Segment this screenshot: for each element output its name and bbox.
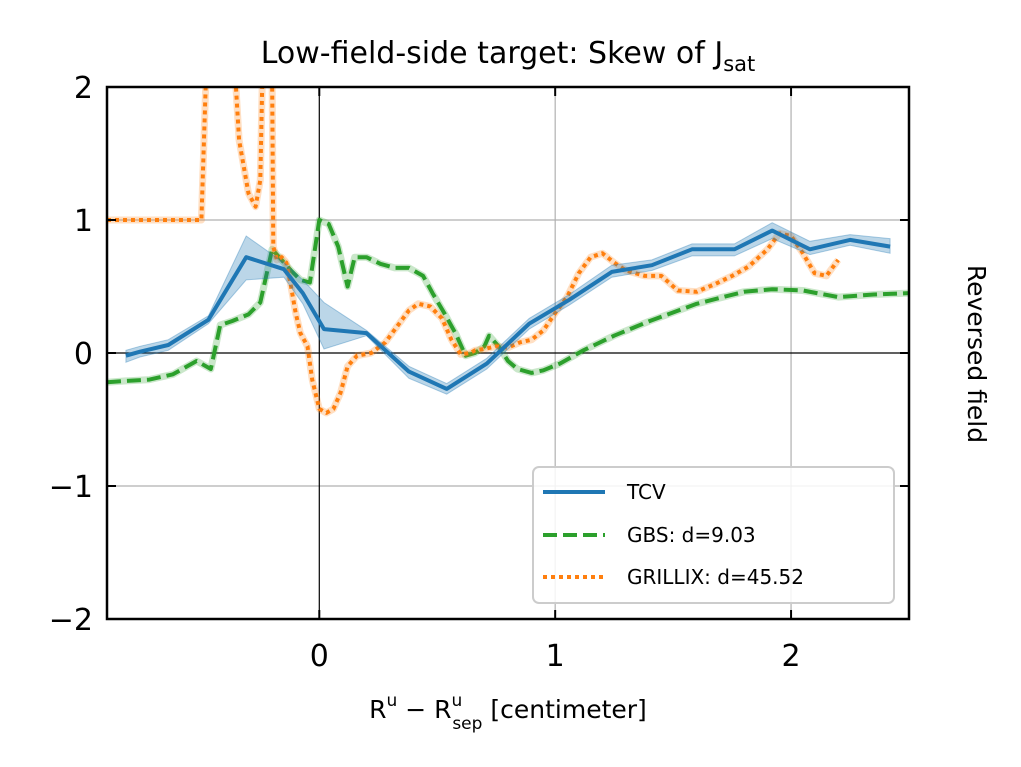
ticks: 0 1 2 2 1 0 −1 −2	[49, 71, 909, 674]
y-tick-label-0: 2	[74, 71, 93, 106]
legend-box	[532, 466, 895, 604]
x-axis-label: Ru − Ru sep [centimeter]	[369, 691, 647, 734]
series-gbs	[107, 216, 909, 386]
side-label: Reversed field	[962, 265, 991, 443]
series-layer	[107, 87, 909, 417]
series-tcv	[125, 222, 891, 395]
legend-label-gbs: GBS: d=9.03	[627, 523, 756, 547]
series-grillix	[107, 87, 842, 417]
series-tcv-band	[125, 222, 891, 395]
x-tick-label-0: 0	[310, 639, 329, 674]
legend-label-tcv: TCV	[626, 480, 666, 504]
x-tick-label-1: 1	[546, 639, 565, 674]
series-grillix-line	[107, 87, 840, 415]
y-tick-label-3: −1	[49, 470, 93, 505]
y-tick-label-1: 1	[74, 204, 93, 239]
zero-lines	[107, 87, 909, 619]
legend: TCV GBS: d=9.03 GRILLIX: d=45.52	[532, 466, 895, 604]
series-gbs-line	[107, 218, 909, 385]
legend-label-grillix: GRILLIX: d=45.52	[627, 565, 804, 589]
y-tick-label-2: 0	[74, 337, 93, 372]
chart-title: Low-field-side target: Skew of Jsat	[261, 36, 756, 76]
series-tcv-line	[125, 228, 891, 391]
x-tick-label-2: 2	[782, 639, 801, 674]
y-tick-label-4: −2	[49, 603, 93, 638]
